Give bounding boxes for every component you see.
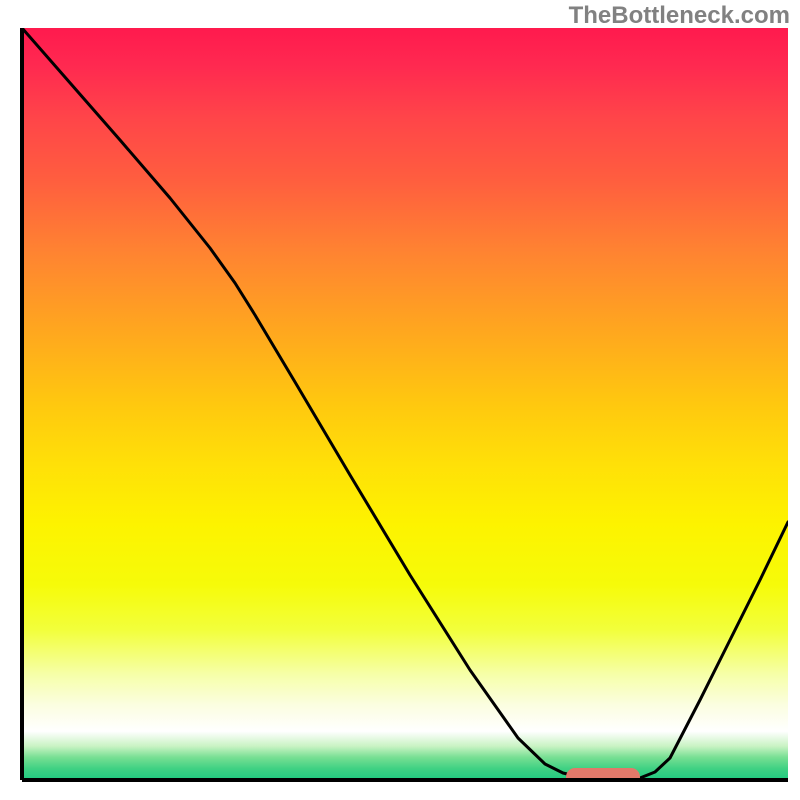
optimal-marker (566, 768, 640, 786)
watermark-text: TheBottleneck.com (569, 2, 790, 30)
chart-container: { "watermark": "TheBottleneck.com", "cha… (0, 0, 800, 800)
bottleneck-gradient-chart (0, 0, 800, 800)
gradient-background (22, 28, 788, 780)
